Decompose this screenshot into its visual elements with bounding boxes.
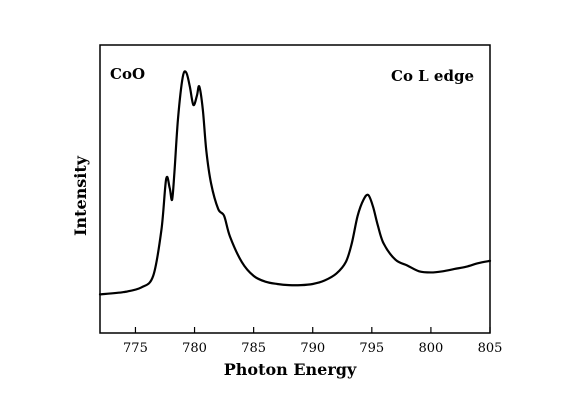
x-tick-label: 785	[241, 341, 266, 356]
annotation-sample: CoO	[110, 65, 145, 83]
y-axis-title: Intensity	[71, 155, 90, 236]
x-tick-label: 795	[359, 341, 384, 356]
plot-frame	[99, 44, 491, 334]
x-axis-ticks: 775 780 785 790 795 800 805	[123, 327, 502, 356]
annotation-edge: Co L edge	[391, 67, 474, 85]
x-tick-label: 780	[182, 341, 207, 356]
x-tick-label: 800	[418, 341, 443, 356]
x-tick-label: 790	[300, 341, 325, 356]
x-axis-title: Photon Energy	[224, 360, 357, 379]
x-tick-label: 805	[478, 341, 503, 356]
spectrum-line	[98, 70, 492, 296]
x-tick-label: 775	[123, 341, 148, 356]
